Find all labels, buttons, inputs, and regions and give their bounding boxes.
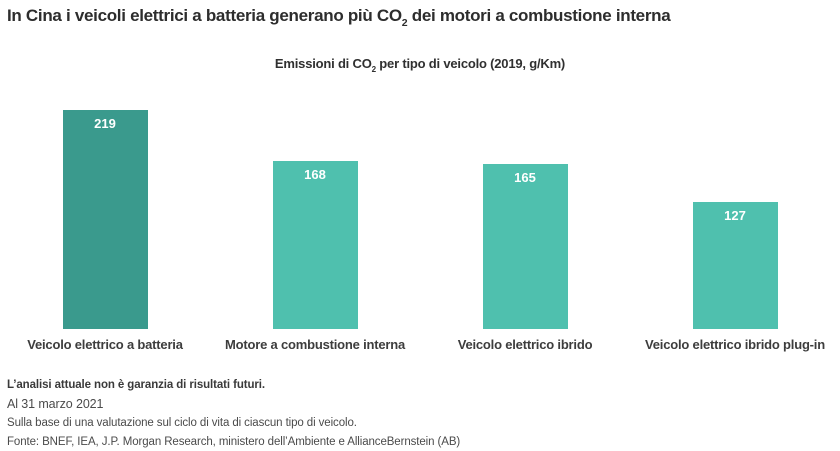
x-axis-category-label: Motore a combustione interna [224,337,406,352]
bar-1: 219 [62,110,148,329]
chart-subtitle: Emissioni di CO2 per tipo di veicolo (20… [0,56,840,74]
chart-subtitle-subscript: 2 [371,64,376,74]
footnote-source: Fonte: BNEF, IEA, J.P. Morgan Research, … [7,436,461,448]
chart-subtitle-text: Emissioni di CO [274,56,372,71]
chart-title-subscript: 2 [401,16,408,29]
x-axis-labels: Veicolo elettrico a batteria Motore a com… [0,337,840,352]
chart-column: 127 [630,94,840,329]
chart-title-text: In Cina i veicoli elettrici a batteria g… [7,6,402,25]
bar-4: 127 [692,202,778,329]
chart-column: 168 [210,94,420,329]
x-axis-category-label: Veicolo elettrico a batteria [27,337,183,352]
bar-chart-plot-area: 219 168 165 127 [0,94,840,329]
x-axis-category-label: Veicolo elettrico ibrido plug-in [645,337,825,352]
chart-title: In Cina i veicoli elettrici a batteria g… [7,6,833,29]
footnote-disclaimer: L’analisi attuale non è garanzia di risu… [7,379,265,391]
footnote-methodology: Sulla base di una valutazione sul ciclo … [7,417,357,429]
x-axis-category-label: Veicolo elettrico ibrido [457,337,593,352]
chart-title-text-cont: dei motori a combustione interna [407,6,671,25]
bar-2: 168 [272,161,358,329]
chart-subtitle-text-cont: per tipo di veicolo (2019, g/Km) [375,56,566,71]
bar-value-label: 127 [724,208,746,223]
footnotes: L’analisi attuale non è garanzia di risu… [7,376,833,451]
bar-3: 165 [482,164,568,329]
bar-value-label: 165 [514,170,536,185]
chart-column: 219 [0,94,210,329]
footnote-as-of-date: Al 31 marzo 2021 [7,397,104,411]
bar-value-label: 219 [94,116,116,131]
chart-column: 165 [420,94,630,329]
bar-value-label: 168 [304,167,326,182]
